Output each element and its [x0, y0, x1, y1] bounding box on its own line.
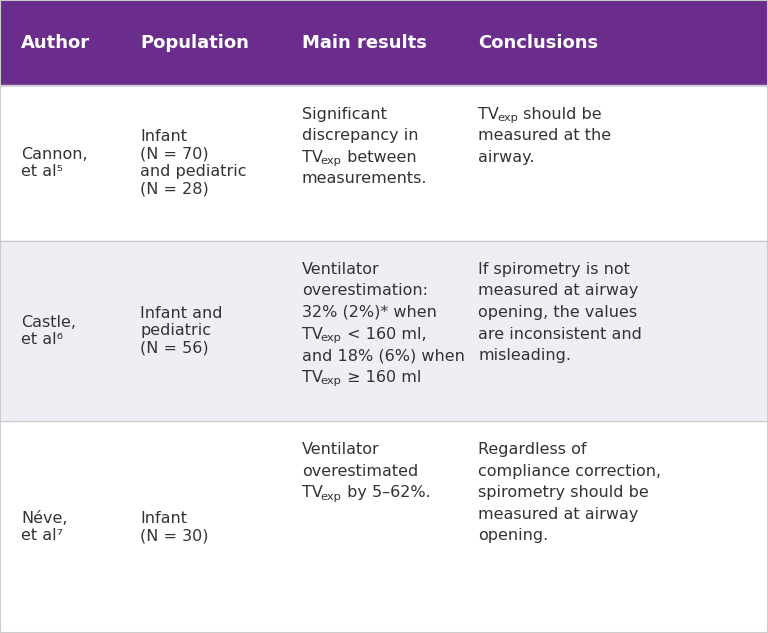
- Text: overestimation:: overestimation:: [302, 284, 428, 298]
- Text: Population: Population: [141, 34, 250, 52]
- Text: exp: exp: [321, 492, 342, 502]
- Text: Conclusions: Conclusions: [478, 34, 598, 52]
- Text: TV: TV: [478, 107, 499, 122]
- Text: ≥ 160 ml: ≥ 160 ml: [342, 370, 421, 385]
- Text: Main results: Main results: [302, 34, 426, 52]
- Bar: [0, 0, 768, 85]
- Text: Cannon,
et al⁵: Cannon, et al⁵: [22, 147, 88, 179]
- Text: 32% (2%)* when: 32% (2%)* when: [302, 305, 436, 320]
- Bar: [0, 85, 768, 241]
- Text: TV: TV: [302, 150, 323, 165]
- Text: exp: exp: [321, 376, 342, 386]
- Text: spirometry should be: spirometry should be: [478, 486, 649, 500]
- Text: airway.: airway.: [478, 150, 535, 165]
- Text: Néve,
et al⁷: Néve, et al⁷: [22, 511, 68, 543]
- Text: TV: TV: [302, 370, 323, 385]
- Text: and 18% (6%) when: and 18% (6%) when: [302, 348, 465, 363]
- Text: opening.: opening.: [478, 529, 548, 544]
- Text: Significant: Significant: [302, 107, 386, 122]
- Text: by 5–62%.: by 5–62%.: [342, 486, 430, 500]
- Text: measured at airway: measured at airway: [478, 284, 639, 298]
- Text: Infant
(N = 30): Infant (N = 30): [141, 511, 209, 543]
- Text: exp: exp: [498, 113, 518, 123]
- Text: Castle,
et al⁶: Castle, et al⁶: [22, 315, 76, 347]
- Text: opening, the values: opening, the values: [478, 305, 637, 320]
- Text: Infant
(N = 70)
and pediatric
(N = 28): Infant (N = 70) and pediatric (N = 28): [141, 129, 247, 197]
- Text: exp: exp: [321, 156, 342, 166]
- Text: Infant and
pediatric
(N = 56): Infant and pediatric (N = 56): [141, 306, 223, 356]
- Text: Ventilator: Ventilator: [302, 442, 379, 457]
- Text: overestimated: overestimated: [302, 464, 418, 479]
- Text: Regardless of: Regardless of: [478, 442, 587, 457]
- Text: compliance correction,: compliance correction,: [478, 464, 661, 479]
- Text: < 160 ml,: < 160 ml,: [342, 327, 426, 342]
- Text: should be: should be: [518, 107, 602, 122]
- Text: Ventilator: Ventilator: [302, 262, 379, 277]
- Text: measured at airway: measured at airway: [478, 507, 639, 522]
- Text: measurements.: measurements.: [302, 172, 427, 187]
- Text: TV: TV: [302, 486, 323, 500]
- Text: are inconsistent and: are inconsistent and: [478, 327, 642, 342]
- Text: discrepancy in: discrepancy in: [302, 128, 419, 143]
- Text: Author: Author: [22, 34, 91, 52]
- Text: If spirometry is not: If spirometry is not: [478, 262, 631, 277]
- Text: misleading.: misleading.: [478, 348, 571, 363]
- Text: measured at the: measured at the: [478, 128, 611, 143]
- Text: exp: exp: [321, 333, 342, 343]
- Bar: [0, 241, 768, 421]
- Text: TV: TV: [302, 327, 323, 342]
- Bar: [0, 421, 768, 633]
- Text: between: between: [342, 150, 416, 165]
